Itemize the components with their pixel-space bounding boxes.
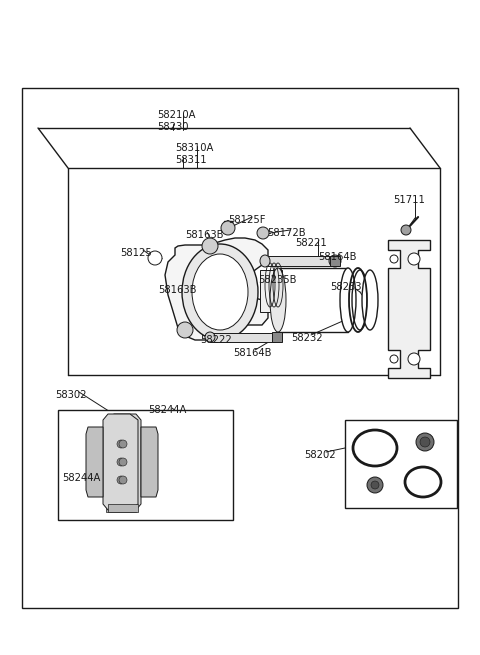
Ellipse shape xyxy=(270,268,286,332)
Bar xyxy=(58,410,233,520)
Circle shape xyxy=(117,476,125,484)
Text: 58164B: 58164B xyxy=(233,348,272,358)
Ellipse shape xyxy=(148,251,162,265)
Bar xyxy=(22,88,458,608)
Text: 58244A: 58244A xyxy=(148,405,186,415)
Text: 58125: 58125 xyxy=(120,248,152,258)
Ellipse shape xyxy=(260,255,270,267)
Circle shape xyxy=(408,253,420,265)
Text: 58164B: 58164B xyxy=(318,252,357,262)
Text: 58221: 58221 xyxy=(295,238,327,248)
Ellipse shape xyxy=(257,227,269,239)
Polygon shape xyxy=(106,414,141,510)
Bar xyxy=(330,256,340,266)
Text: 58202: 58202 xyxy=(304,450,336,460)
Circle shape xyxy=(367,477,383,493)
Polygon shape xyxy=(141,427,158,497)
Bar xyxy=(265,256,335,266)
Text: 58230: 58230 xyxy=(157,122,189,132)
Bar xyxy=(260,270,282,312)
Circle shape xyxy=(408,353,420,365)
Circle shape xyxy=(117,440,125,448)
Text: 58233: 58233 xyxy=(330,282,361,292)
Text: 58311: 58311 xyxy=(175,155,206,165)
Text: 58302: 58302 xyxy=(55,390,86,400)
Ellipse shape xyxy=(329,255,341,267)
Polygon shape xyxy=(165,238,268,340)
Text: 58310A: 58310A xyxy=(175,143,214,153)
Ellipse shape xyxy=(182,244,258,340)
Circle shape xyxy=(420,437,430,447)
Text: 58125F: 58125F xyxy=(228,215,265,225)
Text: 58222: 58222 xyxy=(200,335,232,345)
Circle shape xyxy=(416,433,434,451)
Text: 58235B: 58235B xyxy=(258,275,297,285)
Ellipse shape xyxy=(192,254,248,330)
Text: 58163B: 58163B xyxy=(185,230,224,240)
Circle shape xyxy=(119,440,127,448)
Text: 51711: 51711 xyxy=(393,195,425,205)
Text: 58172B: 58172B xyxy=(267,228,306,238)
Ellipse shape xyxy=(401,225,411,235)
Polygon shape xyxy=(108,504,138,512)
Circle shape xyxy=(117,458,125,466)
Circle shape xyxy=(390,355,398,363)
Polygon shape xyxy=(103,414,138,510)
Circle shape xyxy=(119,476,127,484)
Bar xyxy=(272,332,282,342)
Circle shape xyxy=(390,255,398,263)
Circle shape xyxy=(119,458,127,466)
Ellipse shape xyxy=(221,221,235,235)
Polygon shape xyxy=(106,504,136,512)
Ellipse shape xyxy=(202,238,218,254)
Ellipse shape xyxy=(177,322,193,338)
Ellipse shape xyxy=(205,332,215,342)
Circle shape xyxy=(371,481,379,489)
Ellipse shape xyxy=(362,270,378,330)
Ellipse shape xyxy=(340,268,356,332)
Bar xyxy=(210,333,275,342)
Bar xyxy=(345,420,457,508)
Text: 58210A: 58210A xyxy=(157,110,195,120)
Text: 58163B: 58163B xyxy=(158,285,196,295)
Polygon shape xyxy=(86,427,103,497)
Text: 58244A: 58244A xyxy=(62,473,100,483)
Polygon shape xyxy=(388,240,430,378)
Text: 58232: 58232 xyxy=(291,333,323,343)
